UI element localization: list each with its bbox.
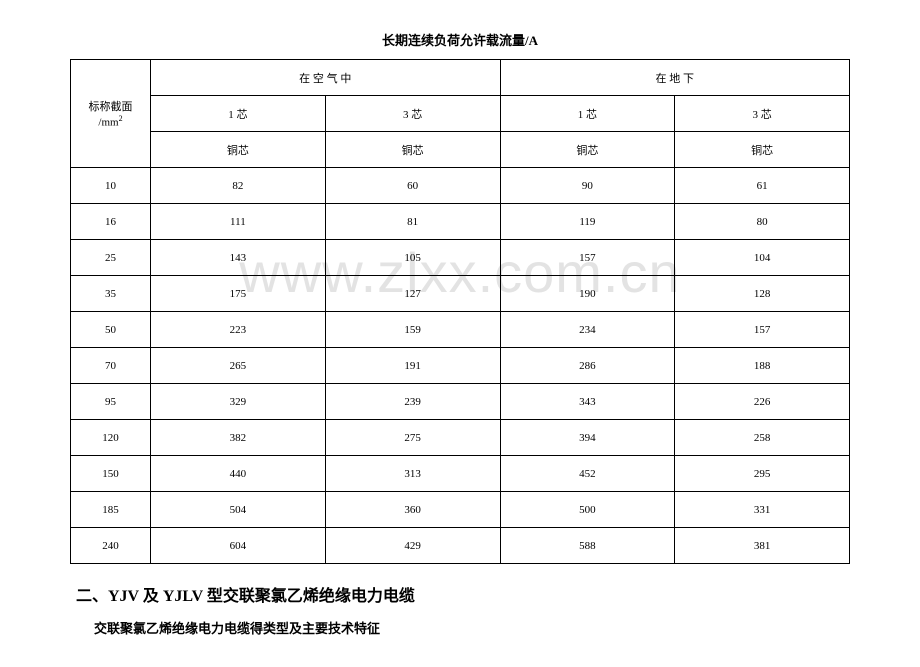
cell: 191 — [325, 348, 500, 384]
cell: 119 — [500, 204, 675, 240]
cell: 111 — [151, 204, 326, 240]
table-title: 长期连续负荷允许载流量/A — [70, 30, 850, 49]
material-header: 铜芯 — [500, 132, 675, 168]
cell: 226 — [675, 384, 850, 420]
cell: 157 — [675, 312, 850, 348]
row-label: 70 — [71, 348, 151, 384]
cell: 343 — [500, 384, 675, 420]
cell: 175 — [151, 276, 326, 312]
cell: 223 — [151, 312, 326, 348]
row-label: 35 — [71, 276, 151, 312]
cell: 382 — [151, 420, 326, 456]
row-label: 50 — [71, 312, 151, 348]
cell: 105 — [325, 240, 500, 276]
row-label: 120 — [71, 420, 151, 456]
row-label: 25 — [71, 240, 151, 276]
cell: 604 — [151, 528, 326, 564]
cell: 190 — [500, 276, 675, 312]
table-row: 185 504 360 500 331 — [71, 492, 850, 528]
cell: 275 — [325, 420, 500, 456]
cell: 360 — [325, 492, 500, 528]
sub-header: 3 芯 — [325, 96, 500, 132]
table-body: 10 82 60 90 61 16 111 81 119 80 25 143 1… — [71, 168, 850, 564]
cell: 329 — [151, 384, 326, 420]
cell: 500 — [500, 492, 675, 528]
cell: 159 — [325, 312, 500, 348]
row-label: 95 — [71, 384, 151, 420]
cell: 127 — [325, 276, 500, 312]
cell: 61 — [675, 168, 850, 204]
cell: 128 — [675, 276, 850, 312]
cell: 143 — [151, 240, 326, 276]
cell: 265 — [151, 348, 326, 384]
material-header: 铜芯 — [325, 132, 500, 168]
cell: 504 — [151, 492, 326, 528]
cell: 90 — [500, 168, 675, 204]
table-row: 240 604 429 588 381 — [71, 528, 850, 564]
cell: 82 — [151, 168, 326, 204]
table-row: 35 175 127 190 128 — [71, 276, 850, 312]
row-label: 16 — [71, 204, 151, 240]
section-heading: 二、YJV 及 YJLV 型交联聚氯乙烯绝缘电力电缆 — [76, 582, 850, 606]
row-label: 240 — [71, 528, 151, 564]
row-header-label: 标称截面/mm2 — [71, 60, 151, 168]
cell: 394 — [500, 420, 675, 456]
row-label: 150 — [71, 456, 151, 492]
cell: 588 — [500, 528, 675, 564]
sub-heading: 交联聚氯乙烯绝缘电力电缆得类型及主要技术特征 — [94, 618, 850, 637]
material-header: 铜芯 — [675, 132, 850, 168]
row-label: 10 — [71, 168, 151, 204]
cell: 157 — [500, 240, 675, 276]
table-row: 50 223 159 234 157 — [71, 312, 850, 348]
cell: 81 — [325, 204, 500, 240]
cell: 80 — [675, 204, 850, 240]
page-content: 长期连续负荷允许载流量/A 标称截面/mm2 在 空 气 中 在 地 下 1 芯… — [70, 30, 850, 637]
cell: 331 — [675, 492, 850, 528]
cell: 188 — [675, 348, 850, 384]
cell: 60 — [325, 168, 500, 204]
sub-header: 3 芯 — [675, 96, 850, 132]
table-row: 70 265 191 286 188 — [71, 348, 850, 384]
cell: 239 — [325, 384, 500, 420]
cell: 440 — [151, 456, 326, 492]
cell: 286 — [500, 348, 675, 384]
table-row: 10 82 60 90 61 — [71, 168, 850, 204]
table-row: 95 329 239 343 226 — [71, 384, 850, 420]
table-row: 150 440 313 452 295 — [71, 456, 850, 492]
material-header: 铜芯 — [151, 132, 326, 168]
table-row: 120 382 275 394 258 — [71, 420, 850, 456]
cell: 258 — [675, 420, 850, 456]
table-row: 16 111 81 119 80 — [71, 204, 850, 240]
row-label: 185 — [71, 492, 151, 528]
cell: 313 — [325, 456, 500, 492]
cell: 234 — [500, 312, 675, 348]
cell: 452 — [500, 456, 675, 492]
cell: 381 — [675, 528, 850, 564]
cell: 429 — [325, 528, 500, 564]
table-row: 25 143 105 157 104 — [71, 240, 850, 276]
group-header: 在 空 气 中 — [151, 60, 501, 96]
sub-header: 1 芯 — [151, 96, 326, 132]
group-header: 在 地 下 — [500, 60, 850, 96]
sub-header: 1 芯 — [500, 96, 675, 132]
cell: 104 — [675, 240, 850, 276]
cell: 295 — [675, 456, 850, 492]
data-table: 标称截面/mm2 在 空 气 中 在 地 下 1 芯 3 芯 1 芯 3 芯 铜… — [70, 59, 850, 564]
